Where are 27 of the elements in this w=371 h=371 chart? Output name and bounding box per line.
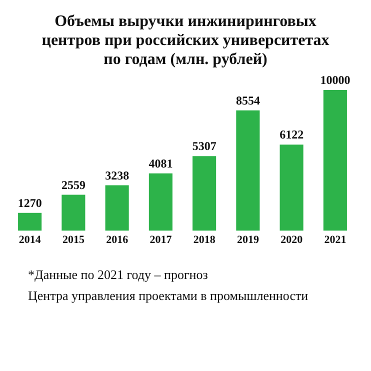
bar — [280, 144, 304, 231]
x-tick-label: 2020 — [280, 234, 304, 246]
data-label: 6122 — [280, 128, 304, 142]
bar — [323, 90, 347, 231]
bar — [62, 194, 86, 231]
x-tick-label: 2016 — [106, 234, 129, 246]
x-tick-label: 2014 — [18, 234, 42, 246]
data-label: 1270 — [18, 196, 42, 210]
bar — [105, 185, 129, 231]
bar — [236, 110, 260, 231]
data-label: 8554 — [236, 93, 260, 108]
x-tick-label: 2019 — [236, 234, 260, 246]
data-label: 5307 — [192, 139, 216, 154]
x-tick-label: 2021 — [324, 234, 346, 246]
bar — [148, 173, 172, 231]
bar — [18, 212, 42, 231]
text: *Данные по 2021 году – прогноз — [28, 266, 209, 284]
data-label: 10000 — [320, 73, 350, 88]
x-tick-label: 2017 — [150, 234, 172, 246]
data-label: 3238 — [105, 168, 130, 182]
x-tick-label: 2015 — [62, 234, 85, 246]
x-tick-label: 2018 — [193, 234, 216, 246]
bar — [192, 156, 216, 231]
text: Центра управления проектами в промышленности — [28, 287, 310, 305]
data-label: 4081 — [148, 156, 173, 170]
data-label: 2559 — [61, 178, 86, 192]
chart-title: Объемы выручки инжиниринговых центров при российских университетах по годам (млн. рублей) — [40, 12, 330, 69]
